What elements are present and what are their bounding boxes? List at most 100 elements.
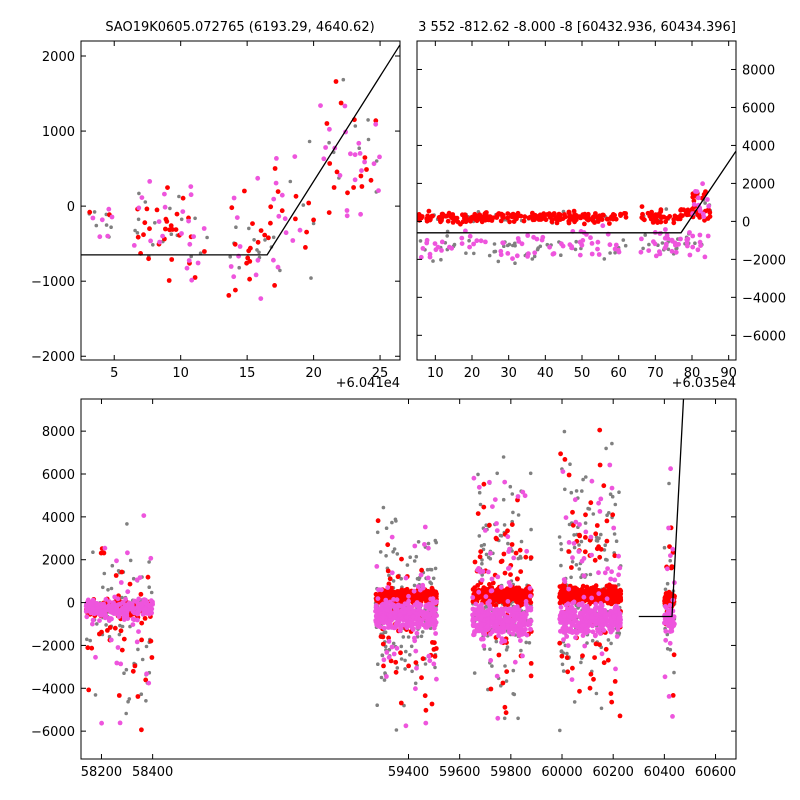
x-tick-label: 50 [574,366,591,381]
gray-point [573,247,578,252]
gray-point [104,223,109,227]
red-point [375,518,381,524]
magenta-point [195,260,201,266]
gray-point [568,462,572,467]
gray-point [399,657,404,661]
red-point [604,518,610,524]
gray-point [572,533,576,537]
magenta-point [253,272,259,278]
magenta-point [522,493,528,499]
magenta-point [583,529,589,535]
gray-point [504,679,509,683]
magenta-point [590,623,595,629]
gray-point [387,573,391,578]
gray-point [445,234,450,238]
magenta-point [394,597,400,603]
magenta-point [506,565,512,571]
magenta-point [502,479,508,485]
magenta-point [467,233,473,239]
gray-point [558,728,562,733]
gray-point [189,254,193,259]
magenta-point [490,504,495,509]
magenta-point [669,238,675,244]
gray-point [366,137,371,142]
magenta-point [258,296,264,301]
magenta-point [706,203,712,209]
magenta-point [255,175,261,181]
gray-point [149,590,154,595]
red-point [618,213,623,219]
red-point [483,217,488,223]
gray-point [122,671,126,675]
magenta-point [114,558,119,564]
magenta-point [701,214,707,220]
magenta-point [599,623,604,629]
magenta-point [136,629,141,634]
magenta-point [111,600,116,605]
magenta-point [607,242,613,248]
magenta-point [564,634,570,639]
magenta-point [420,585,426,591]
red-point [570,214,576,220]
gray-point [464,251,468,255]
red-point [146,256,152,262]
red-point [481,504,487,510]
red-point [250,221,255,227]
gray-point [118,623,122,628]
magenta-point [573,519,579,525]
magenta-point [528,618,534,624]
gray-point [662,545,667,550]
magenta-point [483,594,489,599]
gray-point [494,639,499,644]
magenta-point [109,214,115,220]
magenta-point [479,577,485,583]
magenta-point [427,658,433,664]
magenta-point [323,145,328,150]
gray-point [205,235,209,240]
magenta-point [589,552,594,558]
gray-point [565,651,569,656]
red-point [139,620,145,626]
red-point [422,693,428,699]
magenta-point [125,550,130,556]
magenta-point [487,479,492,485]
red-point [429,213,435,219]
magenta-point [616,572,621,578]
magenta-point [494,623,499,628]
magenta-point [572,609,578,615]
magenta-point [601,628,607,633]
magenta-point [130,616,136,622]
magenta-point [147,603,152,609]
magenta-point [139,195,145,201]
magenta-point [358,211,363,217]
gray-point [410,669,414,674]
magenta-point [470,595,476,600]
red-point [601,483,607,489]
magenta-point [406,593,411,599]
gray-point [584,475,588,479]
magenta-point [371,161,377,167]
gray-point [621,238,626,242]
gray-point [395,552,400,556]
red-point [419,675,424,681]
magenta-point [415,584,421,589]
red-point [504,669,510,674]
red-point [426,592,432,598]
magenta-point [596,570,601,576]
y-tick-label: 8000 [42,425,75,440]
magenta-point [397,612,403,618]
magenta-point [478,238,484,244]
red-point [528,673,534,679]
magenta-point [231,274,237,280]
red-point [478,549,484,554]
red-point [623,211,628,216]
magenta-point [418,254,424,260]
magenta-point [616,553,621,559]
red-point [507,219,512,225]
magenta-point [489,620,494,625]
red-point [572,219,577,225]
magenta-point [611,525,617,531]
magenta-point [670,714,675,719]
magenta-point [386,625,391,630]
red-point [170,227,175,232]
